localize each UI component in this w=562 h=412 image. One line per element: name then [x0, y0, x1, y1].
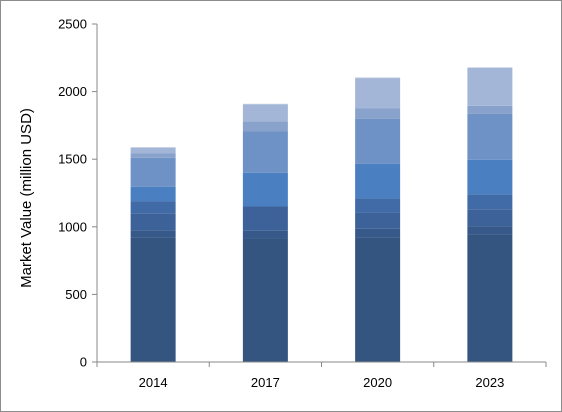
y-tick-label: 2000 [58, 84, 87, 99]
x-tick-label: 2014 [139, 375, 168, 390]
bar-segment-2017-5 [242, 172, 288, 207]
bar-segment-2017-6 [242, 131, 288, 173]
bar-segment-2020-7 [355, 108, 401, 119]
bar-segment-2023-1 [467, 234, 513, 362]
y-tick-label: 500 [65, 287, 87, 302]
bar-segment-2020-2 [355, 228, 401, 238]
bar-segment-2023-2 [467, 226, 513, 235]
ticks-layer: 0 500 1000 1500 2000 2500 2014 2017 2020 2023 [58, 17, 547, 390]
bar-segment-2023-5 [467, 159, 513, 195]
bar-segment-2020-1 [355, 237, 401, 362]
bar-segment-2014-9 [130, 147, 176, 148]
bar-segment-2014-5 [130, 186, 176, 202]
bar-segment-2014-1 [130, 237, 176, 362]
bar-segment-2017-9 [242, 103, 288, 105]
bars-layer [130, 67, 513, 362]
y-tick-label: 2500 [58, 17, 87, 32]
bar-segment-2014-6 [130, 157, 176, 187]
x-tick-label: 2023 [475, 375, 504, 390]
bar-segment-2014-3 [130, 213, 176, 231]
y-tick-label: 1000 [58, 219, 87, 234]
bar-segment-2020-6 [355, 118, 401, 164]
bar-segment-2014-2 [130, 230, 176, 238]
y-axis-title: Market Value (million USD) [18, 108, 35, 288]
x-tick-label: 2020 [363, 375, 392, 390]
bar-segment-2023-6 [467, 113, 513, 160]
y-tick-label: 0 [80, 355, 87, 370]
bar-segment-2017-3 [242, 206, 288, 231]
bar-segment-2023-9 [467, 67, 513, 68]
x-tick-label: 2017 [251, 375, 280, 390]
bar-segment-2020-9 [355, 77, 401, 79]
bar-segment-2014-7 [130, 153, 176, 158]
bar-segment-2023-3 [467, 209, 513, 227]
bar-segment-2014-4 [130, 201, 176, 214]
bar-segment-2023-4 [467, 194, 513, 210]
bar-segment-2020-5 [355, 163, 401, 199]
bar-segment-2017-8 [242, 104, 288, 122]
bar-segment-2023-7 [467, 105, 513, 114]
bar-segment-2017-1 [242, 238, 288, 362]
bar-segment-2017-7 [242, 121, 288, 132]
bar-segment-2017-2 [242, 230, 288, 239]
bar-segment-2020-4 [355, 198, 401, 213]
bar-segment-2020-3 [355, 212, 401, 229]
bar-segment-2023-8 [467, 67, 513, 106]
y-tick-label: 1500 [58, 152, 87, 167]
bar-segment-2020-8 [355, 78, 401, 109]
bar-segment-2014-8 [130, 147, 176, 154]
